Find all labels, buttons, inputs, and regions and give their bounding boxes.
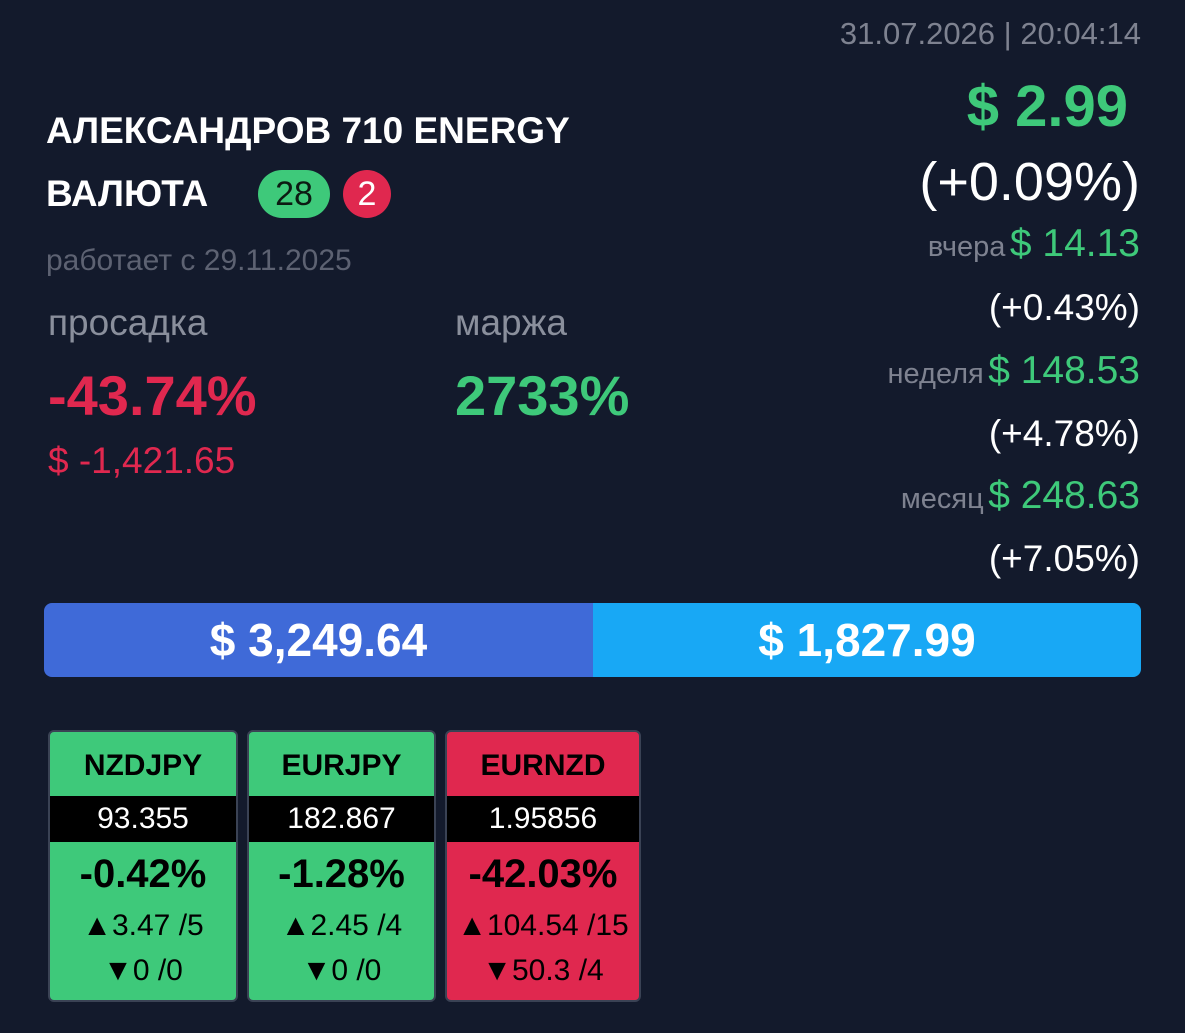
period: неделя $ 148.53 bbox=[888, 351, 1140, 390]
period-amount: $ 148.53 bbox=[988, 349, 1140, 392]
card-symbol: EURNZD bbox=[480, 749, 606, 782]
drawdown: -43.74% bbox=[48, 364, 257, 427]
period-pct: (+0.43%) bbox=[988, 287, 1140, 328]
card-symbol: NZDJPY bbox=[83, 749, 203, 782]
label: маржа bbox=[455, 302, 567, 343]
title: ВАЛЮТА bbox=[46, 173, 209, 214]
card-down: ▼0 /0 bbox=[103, 954, 183, 987]
period-label: вчера bbox=[927, 231, 1006, 263]
card-down: ▼0 /0 bbox=[301, 954, 382, 987]
badge: 2 bbox=[343, 170, 391, 218]
since: работает с 29.11.2025 bbox=[46, 244, 352, 277]
card-price: 93.355 bbox=[50, 796, 236, 842]
badge: 28 bbox=[258, 170, 330, 218]
card-pct: -1.28% bbox=[278, 852, 405, 896]
margin: 2733% bbox=[455, 364, 630, 427]
profit-pct: (+0.09%) bbox=[919, 152, 1140, 212]
period-pct: (+7.05%) bbox=[988, 538, 1140, 579]
card-up: ▲2.45 /4 bbox=[280, 909, 403, 942]
card-up: ▲3.47 /5 bbox=[82, 909, 204, 942]
ticker-card: NZDJPY 93.355 -0.42% ▲3.47 /5 ▼0 /0 bbox=[48, 730, 238, 1002]
period-amount: $ 248.63 bbox=[988, 474, 1140, 517]
equity: $ 1,827.99 bbox=[593, 603, 1141, 677]
datetime: 31.07.2026 | 20:04:14 bbox=[839, 16, 1141, 51]
period-amount: $ 14.13 bbox=[1009, 222, 1140, 265]
period-label: неделя bbox=[887, 358, 984, 390]
title: АЛЕКСАНДРОВ 710 ENERGY bbox=[46, 110, 570, 151]
drawdown-amount: $ -1,421.65 bbox=[48, 440, 236, 481]
ticker-card: EURNZD 1.95856 -42.03% ▲104.54 /15 ▼50.3 /4 bbox=[445, 730, 641, 1002]
period-label: месяц bbox=[900, 483, 984, 515]
period-pct: (+4.78%) bbox=[988, 413, 1140, 454]
card-pct: -0.42% bbox=[79, 852, 207, 896]
card-price: 1.95856 bbox=[447, 796, 639, 842]
label: просадка bbox=[48, 302, 208, 343]
card-up: ▲104.54 /15 bbox=[457, 909, 629, 942]
card-pct: -42.03% bbox=[468, 852, 618, 896]
period: месяц $ 248.63 bbox=[901, 476, 1140, 515]
card-symbol: EURJPY bbox=[281, 749, 402, 782]
card-price: 182.867 bbox=[249, 796, 434, 842]
period: вчера $ 14.13 bbox=[928, 224, 1140, 263]
ticker-card: EURJPY 182.867 -1.28% ▲2.45 /4 ▼0 /0 bbox=[247, 730, 436, 1002]
profit: $ 2.99 bbox=[966, 74, 1128, 139]
card-down: ▼50.3 /4 bbox=[482, 954, 604, 987]
balance: $ 3,249.64 bbox=[44, 603, 593, 677]
